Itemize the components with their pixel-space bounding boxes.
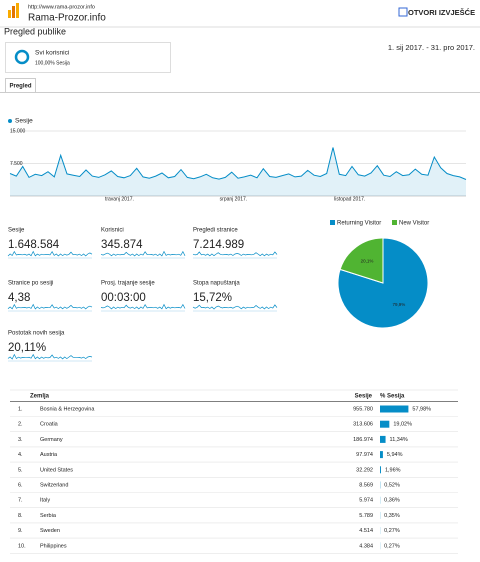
rank: 1. [18,406,23,412]
sparkline [7,353,93,360]
share-label: 0,35% [384,513,400,519]
sessions: 5.974 [359,498,373,504]
share-label: 11,34% [390,437,408,443]
share-bar [380,420,390,428]
legend-label: Returning Visitor [337,221,381,227]
sessions: 4.514 [359,528,373,534]
line [9,147,467,180]
country-link[interactable]: Italy [40,498,50,504]
legend-swatch [392,220,397,225]
date-range[interactable]: 1. sij 2017. - 31. pro 2017. [388,43,475,52]
sparkline [192,304,278,310]
x-tick-label: srpanj 2017. [220,196,248,202]
rank: 6. [18,482,23,488]
country-link[interactable]: Bosnia & Herzegovina [40,406,95,412]
pie-slice [339,237,384,284]
segment-icon [14,49,30,65]
share-label: 0,52% [384,482,400,488]
y-tick-label: 7.500 [10,161,23,167]
tab-label: Pregled [9,84,31,90]
sparkline [100,303,186,310]
legend-dot [8,119,12,123]
x-tick-label: travanj 2017. [105,196,134,202]
metric-value: 1.648.584 [8,239,60,251]
slice-label: 20,1% [361,258,374,263]
share-label: 19,02% [393,422,412,428]
metric-value: 00:03:00 [101,292,146,304]
segment-name: Svi korisnici [35,50,69,57]
sessions: 97.974 [356,452,373,458]
rank: 7. [18,498,23,504]
share-bar [380,466,381,474]
metric-label: Prosj. trajanje sesije [101,281,155,287]
sparkline [192,251,278,257]
rank: 5. [18,467,23,473]
country-link[interactable]: Philippines [40,543,67,549]
area [10,147,466,196]
segment-box[interactable] [5,42,171,73]
page-title: Pregled publike [4,26,66,36]
sessions: 955.780 [353,406,373,412]
sessions: 8.569 [359,482,373,488]
country-link[interactable]: Austria [40,452,58,458]
metric-label: Postotak novih sesija [8,331,65,337]
rank: 9. [18,528,23,534]
metric-value: 4,38 [8,292,30,304]
metric-value: 15,72% [193,292,232,304]
rank: 8. [18,513,23,519]
metric-label: Pregledi stranice [193,228,238,234]
country-link[interactable]: Switzerland [40,482,68,488]
rank: 4. [18,452,23,458]
metric-value: 20,11% [8,342,46,354]
sparkline [7,250,93,257]
share-label: 0,27% [384,528,400,534]
column-header: Zemlja [30,394,50,400]
country-link[interactable]: United States [40,467,73,473]
share-label: 1,96% [385,467,401,473]
sessions: 313.606 [353,422,373,428]
sessions: 4.384 [359,543,373,549]
sessions: 186.974 [353,437,373,443]
logo [8,3,19,18]
metric-value: 345.874 [101,239,143,251]
share-label: 5,94% [387,452,403,458]
share-bar [380,451,383,459]
country-link[interactable]: Croatia [40,422,59,428]
metric-label: Sesije [8,228,25,234]
segment-detail: 100,00% Sesija [35,60,70,66]
country-link[interactable]: Sweden [40,528,60,534]
y-tick-label: 15.000 [10,128,26,134]
metric-value: 7.214.989 [193,239,244,251]
open-icon [398,7,408,17]
legend-label: New Visitor [399,221,429,227]
country-link[interactable]: Serbia [40,513,57,519]
rank: 10. [18,543,26,549]
legend-label: Sesije [15,118,33,125]
rank: 2. [18,422,23,428]
share-label: 0,36% [384,498,400,504]
share-bar [380,435,386,443]
share-bar [380,405,409,413]
metric-label: Stopa napuštanja [193,281,240,287]
slice-label: 79,9% [393,302,406,307]
sparkline [7,303,93,310]
metric-label: Stranice po sesiji [8,281,53,287]
site-name: Rama-Prozor.info [28,13,106,24]
sparkline [100,250,186,257]
sessions: 5.789 [359,513,373,519]
column-header: Sesije [355,394,373,400]
open-report-link[interactable]: OTVORI IZVJEŠĆE [408,8,475,17]
legend-swatch [330,220,335,225]
site-url: http://www.rama-prozor.info [28,4,95,10]
rank: 3. [18,437,23,443]
column-header: % Sesija [380,394,405,400]
metric-label: Korisnici [101,228,124,234]
country-link[interactable]: Germany [40,437,63,443]
sessions: 32.292 [356,467,373,473]
x-tick-label: listopad 2017. [334,196,365,202]
share-label: 57,98% [412,406,431,412]
share-label: 0,27% [384,543,400,549]
